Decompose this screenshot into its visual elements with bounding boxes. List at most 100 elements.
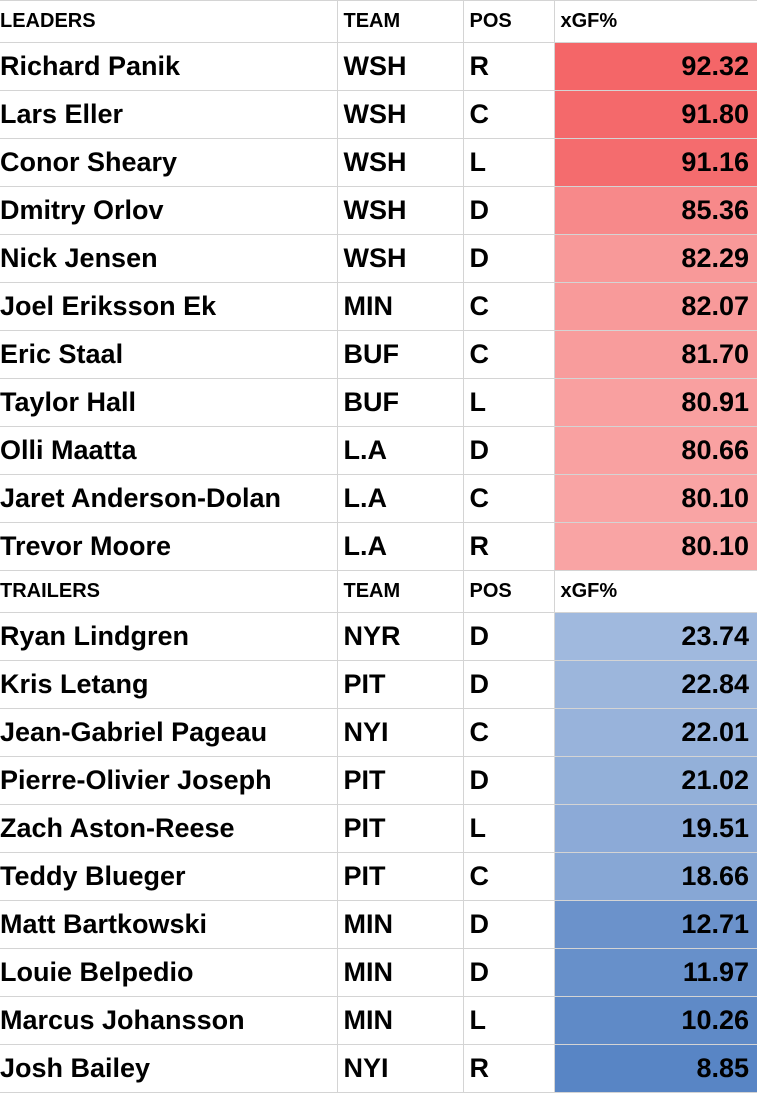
player-row: Matt Bartkowski MIN D 12.71 [0,900,757,949]
team: MIN [336,948,464,997]
team: WSH [336,90,464,139]
section-header: LEADERS TEAM POS xGF% [0,0,757,43]
team: L.A [336,426,464,475]
xgf-percent: 80.10 [553,474,757,523]
player-name: Trevor Moore [0,522,338,571]
team: NYR [336,612,464,661]
xgf-percent: 22.01 [553,708,757,757]
team: L.A [336,474,464,523]
team: L.A [336,522,464,571]
player-name: Conor Sheary [0,138,338,187]
header-cell: POS [462,570,555,613]
position: R [462,1044,555,1093]
player-row: Jean-Gabriel Pageau NYI C 22.01 [0,708,757,757]
team: MIN [336,900,464,949]
xgf-percent: 91.80 [553,90,757,139]
header-cell: xGF% [553,570,757,613]
team: PIT [336,756,464,805]
player-name: Teddy Blueger [0,852,338,901]
player-name: Josh Bailey [0,1044,338,1093]
header-cell: TEAM [336,570,464,613]
player-name: Eric Staal [0,330,338,379]
team: WSH [336,186,464,235]
player-name: Nick Jensen [0,234,338,283]
xgf-percent: 92.32 [553,42,757,91]
player-row: Kris Letang PIT D 22.84 [0,660,757,709]
player-name: Louie Belpedio [0,948,338,997]
xgf-percent: 80.10 [553,522,757,571]
player-row: Olli Maatta L.A D 80.66 [0,426,757,475]
xgf-percent: 82.29 [553,234,757,283]
player-name: Zach Aston-Reese [0,804,338,853]
position: C [462,90,555,139]
player-name: Marcus Johansson [0,996,338,1045]
xgf-percent: 81.70 [553,330,757,379]
player-name: Joel Eriksson Ek [0,282,338,331]
team: MIN [336,282,464,331]
player-name: Taylor Hall [0,378,338,427]
player-name: Lars Eller [0,90,338,139]
xgf-percent: 12.71 [553,900,757,949]
position: L [462,138,555,187]
section-header: TRAILERS TEAM POS xGF% [0,570,757,613]
position: R [462,42,555,91]
player-name: Dmitry Orlov [0,186,338,235]
player-row: Jaret Anderson-Dolan L.A C 80.10 [0,474,757,523]
player-row: Ryan Lindgren NYR D 23.74 [0,612,757,661]
position: L [462,378,555,427]
position: D [462,756,555,805]
team: NYI [336,708,464,757]
team: NYI [336,1044,464,1093]
xgf-percent: 80.66 [553,426,757,475]
position: D [462,234,555,283]
header-cell: xGF% [553,0,757,43]
team: WSH [336,234,464,283]
xgf-percent: 21.02 [553,756,757,805]
player-row: Marcus Johansson MIN L 10.26 [0,996,757,1045]
header-cell: LEADERS [0,0,338,43]
player-row: Richard Panik WSH R 92.32 [0,42,757,91]
team: WSH [336,42,464,91]
header-cell: TRAILERS [0,570,338,613]
player-name: Ryan Lindgren [0,612,338,661]
player-row: Louie Belpedio MIN D 11.97 [0,948,757,997]
player-name: Jean-Gabriel Pageau [0,708,338,757]
player-row: Zach Aston-Reese PIT L 19.51 [0,804,757,853]
team: PIT [336,852,464,901]
player-row: Pierre-Olivier Joseph PIT D 21.02 [0,756,757,805]
position: D [462,612,555,661]
xgf-percent: 22.84 [553,660,757,709]
player-row: Eric Staal BUF C 81.70 [0,330,757,379]
player-row: Dmitry Orlov WSH D 85.36 [0,186,757,235]
player-row: Taylor Hall BUF L 80.91 [0,378,757,427]
position: D [462,948,555,997]
xgf-percent: 18.66 [553,852,757,901]
xgf-percent: 19.51 [553,804,757,853]
player-name: Kris Letang [0,660,338,709]
xgf-percent: 10.26 [553,996,757,1045]
position: D [462,426,555,475]
player-name: Pierre-Olivier Joseph [0,756,338,805]
xgf-percent: 85.36 [553,186,757,235]
player-name: Olli Maatta [0,426,338,475]
position: L [462,996,555,1045]
player-name: Jaret Anderson-Dolan [0,474,338,523]
player-row: Trevor Moore L.A R 80.10 [0,522,757,571]
xgf-percent: 11.97 [553,948,757,997]
player-name: Matt Bartkowski [0,900,338,949]
xgf-percent: 80.91 [553,378,757,427]
xgf-percent: 82.07 [553,282,757,331]
team: WSH [336,138,464,187]
player-row: Teddy Blueger PIT C 18.66 [0,852,757,901]
player-name: Richard Panik [0,42,338,91]
team: PIT [336,660,464,709]
xgf-percent: 8.85 [553,1044,757,1093]
position: C [462,708,555,757]
player-row: Nick Jensen WSH D 82.29 [0,234,757,283]
player-row: Joel Eriksson Ek MIN C 82.07 [0,282,757,331]
team: PIT [336,804,464,853]
team: BUF [336,330,464,379]
